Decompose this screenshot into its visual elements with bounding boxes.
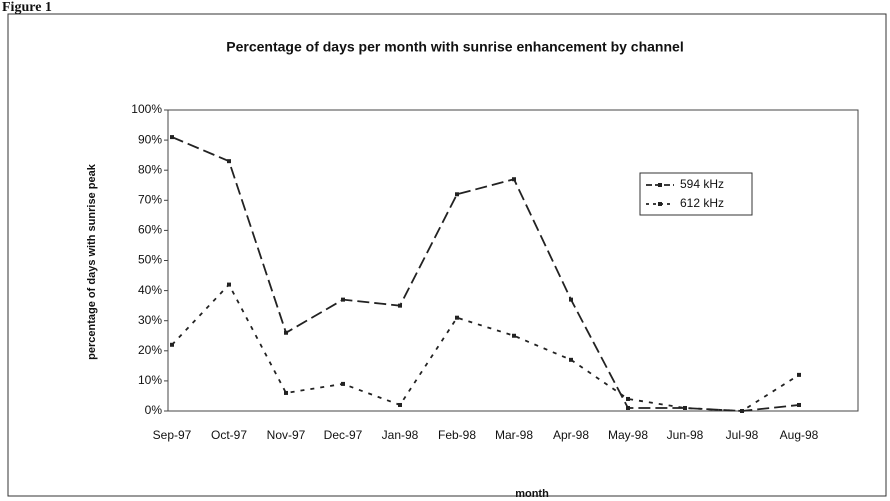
figure-label: Figure 1 bbox=[2, 0, 52, 15]
x-tick-label: Apr-98 bbox=[553, 428, 589, 442]
x-tick-label: Nov-97 bbox=[267, 428, 306, 442]
y-tick-label: 10% bbox=[138, 373, 162, 387]
y-tick-label: 70% bbox=[138, 192, 162, 206]
x-tick-label: Feb-98 bbox=[438, 428, 476, 442]
point bbox=[284, 390, 288, 395]
point bbox=[626, 396, 630, 401]
point bbox=[170, 342, 174, 347]
point bbox=[683, 405, 687, 410]
point bbox=[740, 409, 744, 413]
y-tick-label: 60% bbox=[138, 223, 162, 237]
x-tick-label: Sep-97 bbox=[153, 428, 192, 442]
point bbox=[227, 282, 231, 287]
point bbox=[797, 372, 801, 377]
point bbox=[569, 297, 573, 302]
legend-box bbox=[639, 172, 753, 216]
y-tick-label: 30% bbox=[138, 313, 162, 327]
y-axis-label: percentage of days with sunrise peak bbox=[86, 163, 98, 360]
legend-label: 612 kHz bbox=[680, 196, 724, 210]
x-tick-label: Oct-97 bbox=[211, 428, 247, 442]
y-tick-label: 100% bbox=[131, 102, 162, 116]
plot-area bbox=[167, 109, 859, 412]
point bbox=[398, 303, 402, 308]
x-tick-label: Jun-98 bbox=[667, 428, 704, 442]
point bbox=[626, 405, 630, 410]
series-line bbox=[171, 136, 800, 412]
legend-marker bbox=[658, 183, 662, 187]
x-axis-label: month bbox=[515, 488, 549, 500]
y-tick-label: 40% bbox=[138, 283, 162, 297]
y-tick-label: 90% bbox=[138, 132, 162, 146]
point bbox=[170, 135, 174, 140]
legend-label: 594 kHz bbox=[680, 177, 724, 191]
point bbox=[455, 315, 459, 320]
point bbox=[341, 381, 345, 386]
chart-title: Percentage of days per month with sunris… bbox=[226, 39, 683, 55]
point bbox=[512, 333, 516, 338]
point bbox=[227, 159, 231, 164]
y-tick-label: 80% bbox=[138, 162, 162, 176]
x-tick-label: Jan-98 bbox=[382, 428, 419, 442]
x-tick-label: Jul-98 bbox=[726, 428, 759, 442]
frame bbox=[7, 13, 887, 497]
point bbox=[398, 402, 402, 407]
point bbox=[284, 330, 288, 335]
series-line bbox=[171, 283, 800, 412]
point bbox=[341, 297, 345, 302]
legend-marker bbox=[658, 202, 662, 206]
x-tick-label: Dec-97 bbox=[324, 428, 363, 442]
point bbox=[455, 192, 459, 197]
y-tick-label: 50% bbox=[138, 253, 162, 267]
x-tick-label: Mar-98 bbox=[495, 428, 533, 442]
y-tick-label: 0% bbox=[145, 403, 163, 417]
y-tick-label: 20% bbox=[138, 343, 162, 357]
x-tick-label: Aug-98 bbox=[780, 428, 819, 442]
point bbox=[512, 177, 516, 182]
x-tick-label: May-98 bbox=[608, 428, 648, 442]
point bbox=[569, 357, 573, 362]
point bbox=[797, 402, 801, 407]
